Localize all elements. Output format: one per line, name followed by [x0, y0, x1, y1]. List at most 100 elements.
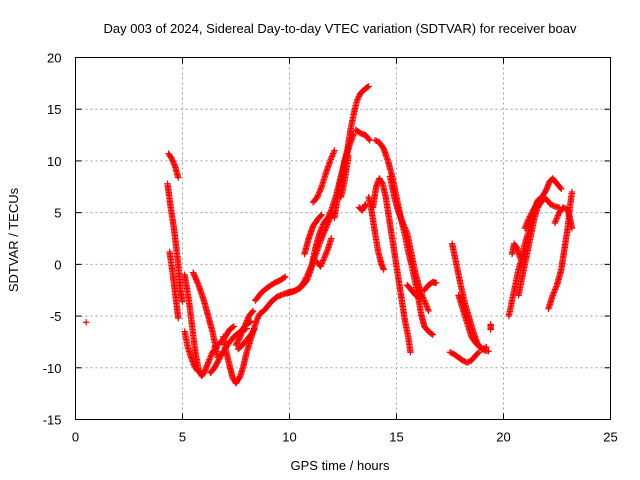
data-point: [528, 210, 535, 217]
data-point: [316, 240, 323, 247]
data-point: [361, 202, 369, 209]
data-point: [432, 279, 440, 287]
data-point: [317, 263, 324, 270]
data-point: [554, 213, 561, 221]
data-point: [366, 137, 373, 144]
data-point: [446, 349, 454, 356]
data-point: [243, 317, 251, 324]
y-tick-label: 20: [47, 51, 61, 66]
data-point: [207, 353, 214, 360]
data-point: [415, 294, 423, 301]
data-point: [525, 216, 532, 223]
data-point: [525, 214, 533, 222]
data-point: [465, 358, 472, 366]
data-point: [548, 201, 556, 209]
data-point: [398, 216, 405, 224]
data-point: [327, 212, 335, 219]
data-point: [418, 291, 426, 298]
y-tick-label: 5: [54, 206, 61, 221]
y-axis-label: SDTVAR / TECUs: [6, 187, 21, 292]
data-point: [326, 215, 334, 222]
data-point: [167, 154, 175, 161]
data-point: [239, 327, 246, 335]
x-tick-label: 5: [179, 430, 186, 445]
data-point: [424, 304, 431, 312]
data-point: [249, 308, 256, 316]
data-point: [324, 247, 331, 254]
data-point: [365, 136, 373, 143]
data-point: [319, 233, 326, 240]
data-point: [243, 318, 250, 326]
data-point: [522, 223, 529, 230]
data-point: [320, 255, 327, 263]
data-point: [547, 201, 554, 208]
axis-tick-labels: 0 5 10 15 20 25 -15 -10 -5 0 5 10 15 20: [43, 51, 618, 445]
data-point: [318, 234, 326, 241]
data-point: [208, 352, 215, 359]
data-point: [317, 186, 324, 193]
data-point: [371, 137, 379, 144]
data-point: [242, 320, 249, 327]
data-point: [421, 298, 429, 306]
x-tick-label: 0: [72, 430, 79, 445]
x-tick-label: 25: [603, 430, 617, 445]
data-point: [282, 273, 289, 280]
data-point: [237, 333, 244, 340]
data-point: [250, 327, 257, 335]
data-point: [528, 209, 536, 216]
data-point: [365, 83, 372, 90]
data-point: [429, 331, 437, 338]
data-point: [206, 356, 213, 363]
data-point: [240, 324, 248, 332]
data-point: [237, 332, 245, 339]
data-point: [551, 286, 559, 293]
data-point: [319, 231, 327, 239]
data-point: [321, 228, 328, 236]
data-point: [323, 248, 330, 255]
plot-frame: [75, 57, 611, 420]
data-point: [234, 339, 241, 346]
data-point: [253, 318, 260, 325]
data-point: [485, 348, 492, 355]
data-point: [373, 137, 380, 145]
x-tick-label: 20: [496, 430, 510, 445]
data-point: [233, 340, 240, 347]
y-tick-label: -15: [43, 413, 62, 428]
data-point: [255, 313, 262, 321]
data-point: [254, 315, 261, 322]
data-point: [422, 301, 430, 309]
data-point: [317, 261, 325, 269]
data-point: [321, 254, 328, 261]
data-point: [552, 284, 559, 292]
data-point: [317, 212, 324, 219]
data-point: [241, 323, 248, 330]
data-point: [168, 155, 175, 163]
chart-title: Day 003 of 2024, Sidereal Day-to-day VTE…: [103, 21, 577, 36]
data-point: [236, 334, 243, 342]
data-point: [552, 218, 559, 225]
data-point: [321, 253, 329, 260]
data-point: [568, 188, 576, 196]
data-point: [402, 227, 410, 234]
data-point: [550, 289, 558, 296]
data-point: [213, 360, 220, 367]
y-tick-label: -10: [43, 361, 62, 376]
data-point: [463, 359, 471, 366]
x-tick-label: 15: [389, 430, 403, 445]
data-point: [353, 97, 361, 105]
data-point: [175, 174, 182, 181]
y-tick-label: 0: [54, 257, 61, 272]
data-point: [316, 238, 324, 246]
data-point: [212, 363, 219, 370]
data-point: [396, 210, 403, 218]
data-point: [527, 211, 534, 219]
data-point: [83, 319, 90, 326]
data-point: [400, 222, 408, 230]
data-point: [461, 358, 468, 365]
y-tick-label: 15: [47, 102, 61, 117]
x-axis-label: GPS time / hours: [291, 458, 390, 473]
data-point: [402, 225, 409, 233]
data-point: [318, 211, 325, 218]
data-point: [317, 237, 324, 244]
data-point: [557, 184, 564, 192]
